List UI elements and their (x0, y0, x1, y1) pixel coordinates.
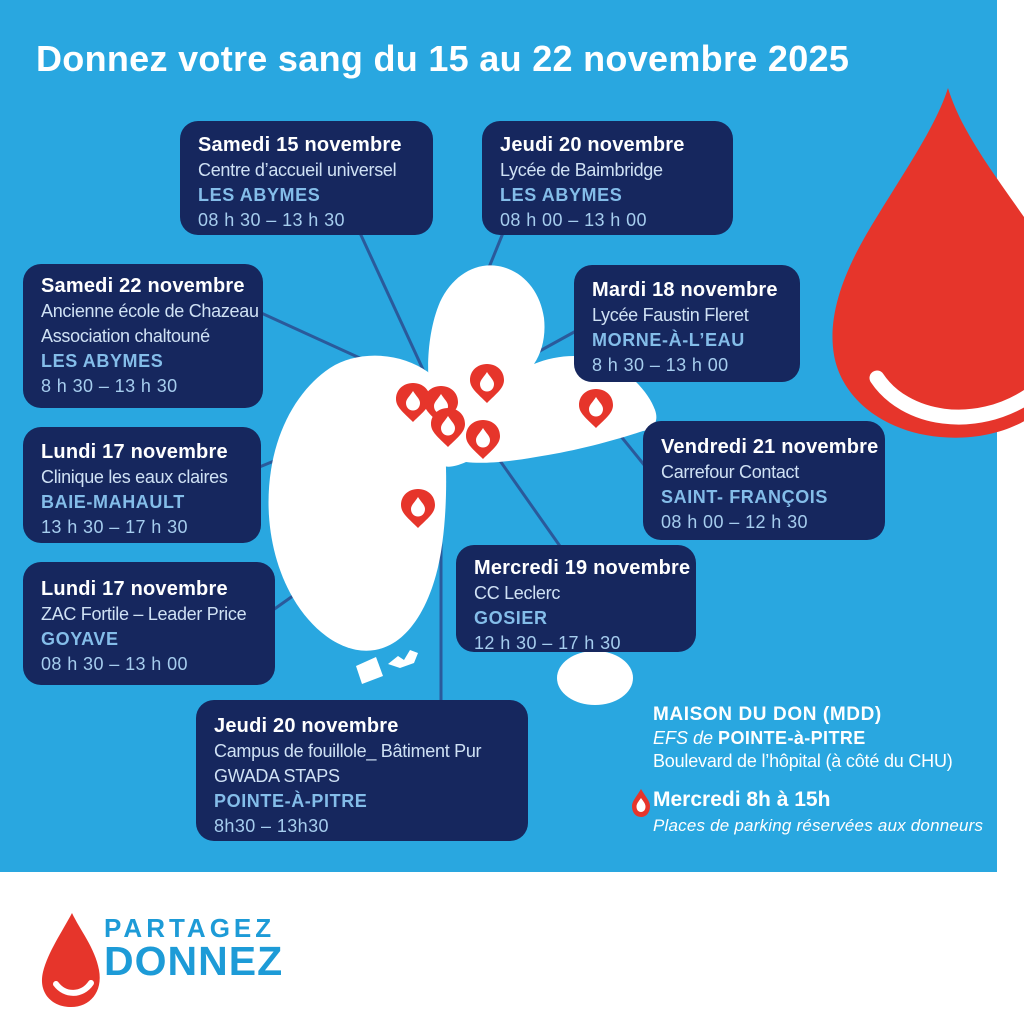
event-date: Vendredi 21 novembre (661, 436, 879, 458)
event-card-les-abymes-chazeau: Samedi 22 novembre Ancienne école de Cha… (23, 264, 263, 408)
event-venue: ZAC Fortile – Leader Price (41, 604, 247, 624)
mdd-efs-prefix: EFS de (653, 728, 714, 748)
logo-donnez: DONNEZ (104, 938, 284, 984)
event-venue: Lycée de Baimbridge (500, 160, 663, 180)
event-city: SAINT- FRANÇOIS (661, 487, 829, 507)
event-venue: Clinique les eaux claires (41, 467, 228, 487)
event-time: 08 h 00 – 13 h 00 (500, 210, 647, 230)
logo-partagez: PARTAGEZ (104, 913, 276, 943)
event-venue: Carrefour Contact (661, 462, 799, 482)
poster-title: Donnez votre sang du 15 au 22 novembre 2… (36, 38, 850, 79)
event-date: Lundi 17 novembre (41, 578, 228, 600)
mdd-note: Places de parking réservées aux donneurs (653, 816, 984, 835)
event-time: 8h30 – 13h30 (214, 816, 329, 836)
event-card-baie-mahault: Lundi 17 novembre Clinique les eaux clai… (23, 427, 261, 543)
event-date: Mardi 18 novembre (592, 279, 778, 301)
mdd-title: MAISON DU DON (MDD) (653, 704, 882, 725)
event-venue: CC Leclerc (474, 583, 561, 603)
event-card-gosier: Mercredi 19 novembre CC Leclerc GOSIER 1… (456, 545, 696, 653)
mdd-schedule: Mercredi 8h à 15h (653, 788, 831, 811)
event-venue: Lycée Faustin Fleret (592, 305, 749, 325)
event-card-goyave: Lundi 17 novembre ZAC Fortile – Leader P… (23, 562, 275, 685)
event-time: 8 h 30 – 13 h 00 (592, 355, 729, 375)
event-time: 8 h 30 – 13 h 30 (41, 376, 178, 396)
event-city: GOSIER (474, 608, 548, 628)
event-venue: Centre d’accueil universel (198, 160, 397, 180)
event-venue: GWADA STAPS (214, 766, 340, 786)
event-city: LES ABYMES (41, 351, 164, 371)
event-time: 08 h 30 – 13 h 30 (198, 210, 345, 230)
event-date: Samedi 15 novembre (198, 134, 402, 156)
event-venue: Ancienne école de Chazeau (41, 301, 259, 321)
event-date: Lundi 17 novembre (41, 441, 228, 463)
event-time: 08 h 00 – 12 h 30 (661, 512, 808, 532)
event-card-morne-a-leau: Mardi 18 novembre Lycée Faustin Fleret M… (574, 265, 800, 382)
mdd-efs-line: EFS de POINTE-à-PITRE (653, 727, 953, 750)
event-card-pointe-a-pitre-campus: Jeudi 20 novembre Campus de fouillole_ B… (196, 700, 528, 841)
event-city: POINTE-À-PITRE (214, 791, 368, 811)
event-date: Jeudi 20 novembre (214, 715, 399, 737)
event-venue: Association chaltouné (41, 326, 210, 346)
mdd-efs-city: POINTE-à-PITRE (718, 728, 866, 748)
event-date: Mercredi 19 novembre (474, 557, 691, 579)
event-card-saint-francois: Vendredi 21 novembre Carrefour Contact S… (643, 421, 885, 540)
event-venue: Campus de fouillole_ Bâtiment Pur (214, 741, 482, 761)
event-card-les-abymes-accueil: Samedi 15 novembre Centre d’accueil univ… (180, 121, 433, 235)
mdd-address: Boulevard de l’hôpital (à côté du CHU) (653, 751, 953, 771)
maison-du-don-block: MAISON DU DON (MDD) EFS de POINTE-à-PITR… (653, 703, 953, 773)
event-city: LES ABYMES (500, 185, 623, 205)
event-city: BAIE-MAHAULT (41, 492, 185, 512)
event-city: MORNE-À-L’EAU (592, 330, 745, 350)
event-time: 12 h 30 – 17 h 30 (474, 633, 621, 653)
event-date: Jeudi 20 novembre (500, 134, 685, 156)
event-city: LES ABYMES (198, 185, 321, 205)
event-card-les-abymes-baimbridge: Jeudi 20 novembre Lycée de Baimbridge LE… (482, 121, 733, 235)
event-time: 13 h 30 – 17 h 30 (41, 517, 188, 537)
event-city: GOYAVE (41, 629, 119, 649)
event-time: 08 h 30 – 13 h 00 (41, 654, 188, 674)
event-date: Samedi 22 novembre (41, 275, 245, 297)
